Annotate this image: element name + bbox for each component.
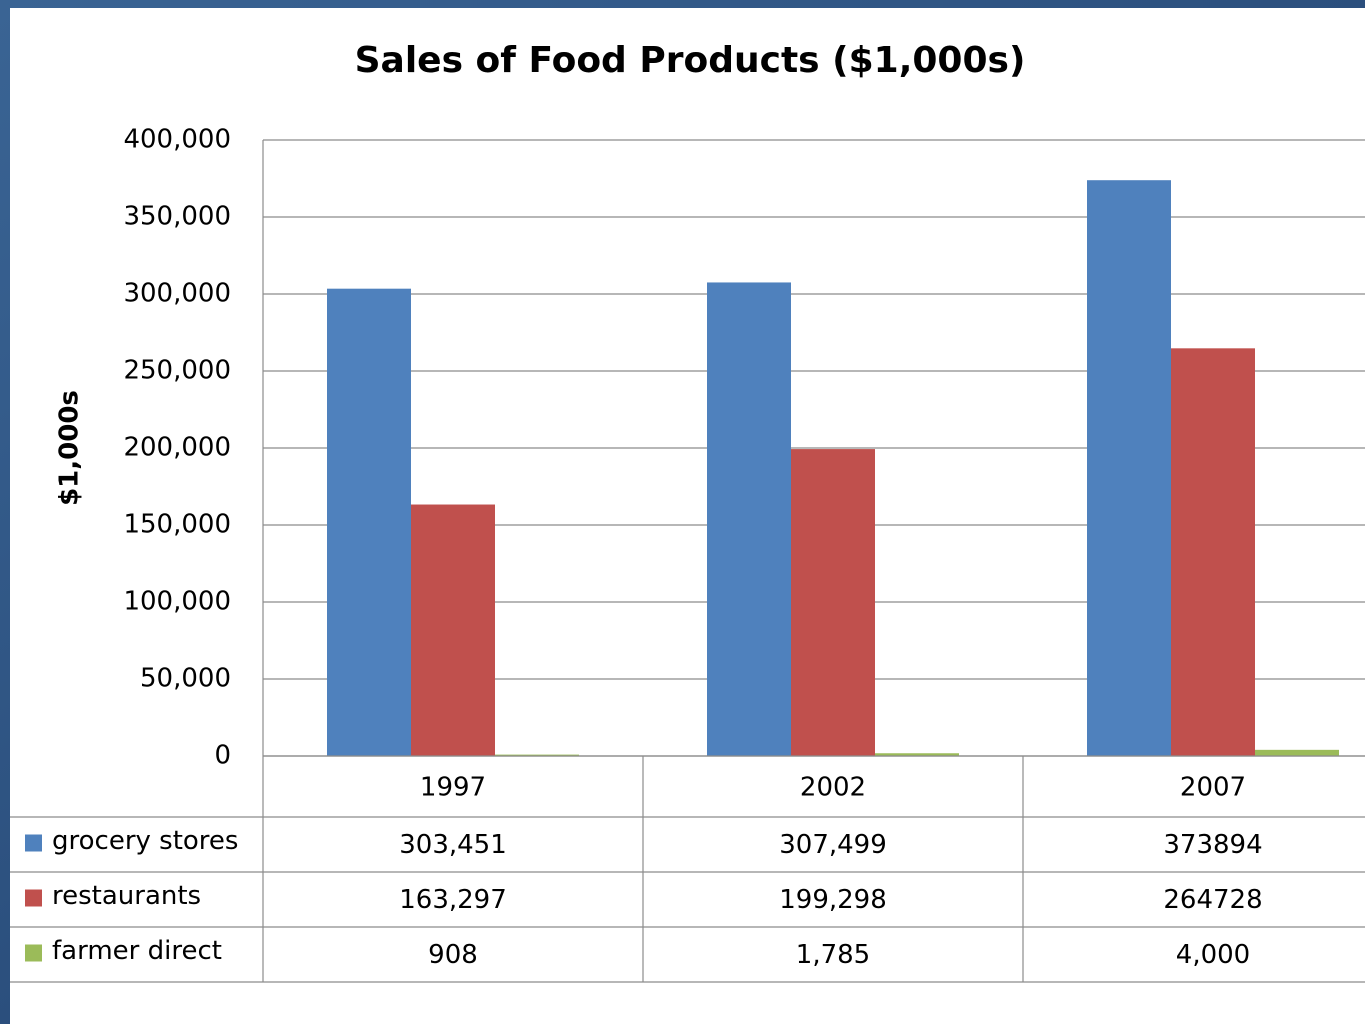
y-tick-label: 0 bbox=[214, 741, 231, 771]
table-value: 199,298 bbox=[779, 885, 887, 915]
legend-label: grocery stores bbox=[52, 826, 238, 856]
y-tick-label: 150,000 bbox=[123, 510, 231, 540]
legend-swatch bbox=[25, 834, 42, 852]
chart-title: Sales of Food Products ($1,000s) bbox=[355, 40, 1026, 81]
bar bbox=[495, 754, 579, 756]
y-axis-label: $1,000s bbox=[55, 390, 85, 506]
x-tick-label: 2007 bbox=[1180, 773, 1246, 803]
table-value: 163,297 bbox=[399, 885, 507, 915]
legend-swatch bbox=[25, 889, 42, 907]
table-value: 373894 bbox=[1163, 830, 1262, 860]
y-tick-label: 200,000 bbox=[123, 433, 231, 463]
table-value: 908 bbox=[428, 940, 478, 970]
legend-swatch bbox=[25, 944, 42, 962]
bar bbox=[791, 449, 875, 756]
bar bbox=[1171, 348, 1255, 756]
y-tick-label: 100,000 bbox=[123, 587, 231, 617]
y-tick-label: 350,000 bbox=[123, 202, 231, 232]
y-tick-label: 50,000 bbox=[140, 664, 231, 694]
y-tick-label: 300,000 bbox=[123, 279, 231, 309]
table-value: 1,785 bbox=[796, 940, 870, 970]
bar bbox=[875, 753, 959, 756]
x-tick-label: 2002 bbox=[800, 773, 866, 803]
legend-label: farmer direct bbox=[52, 936, 222, 966]
table-value: 264728 bbox=[1163, 885, 1262, 915]
table-value: 307,499 bbox=[779, 830, 887, 860]
y-tick-label: 400,000 bbox=[123, 125, 231, 155]
bar bbox=[1255, 749, 1339, 756]
legend-label: restaurants bbox=[52, 881, 201, 911]
y-tick-label: 250,000 bbox=[123, 356, 231, 386]
bar bbox=[411, 504, 495, 756]
bar bbox=[327, 288, 411, 756]
table-value: 303,451 bbox=[399, 830, 507, 860]
bar bbox=[707, 282, 791, 756]
bar bbox=[1087, 180, 1171, 756]
table-value: 4,000 bbox=[1176, 940, 1250, 970]
x-tick-label: 1997 bbox=[420, 773, 486, 803]
